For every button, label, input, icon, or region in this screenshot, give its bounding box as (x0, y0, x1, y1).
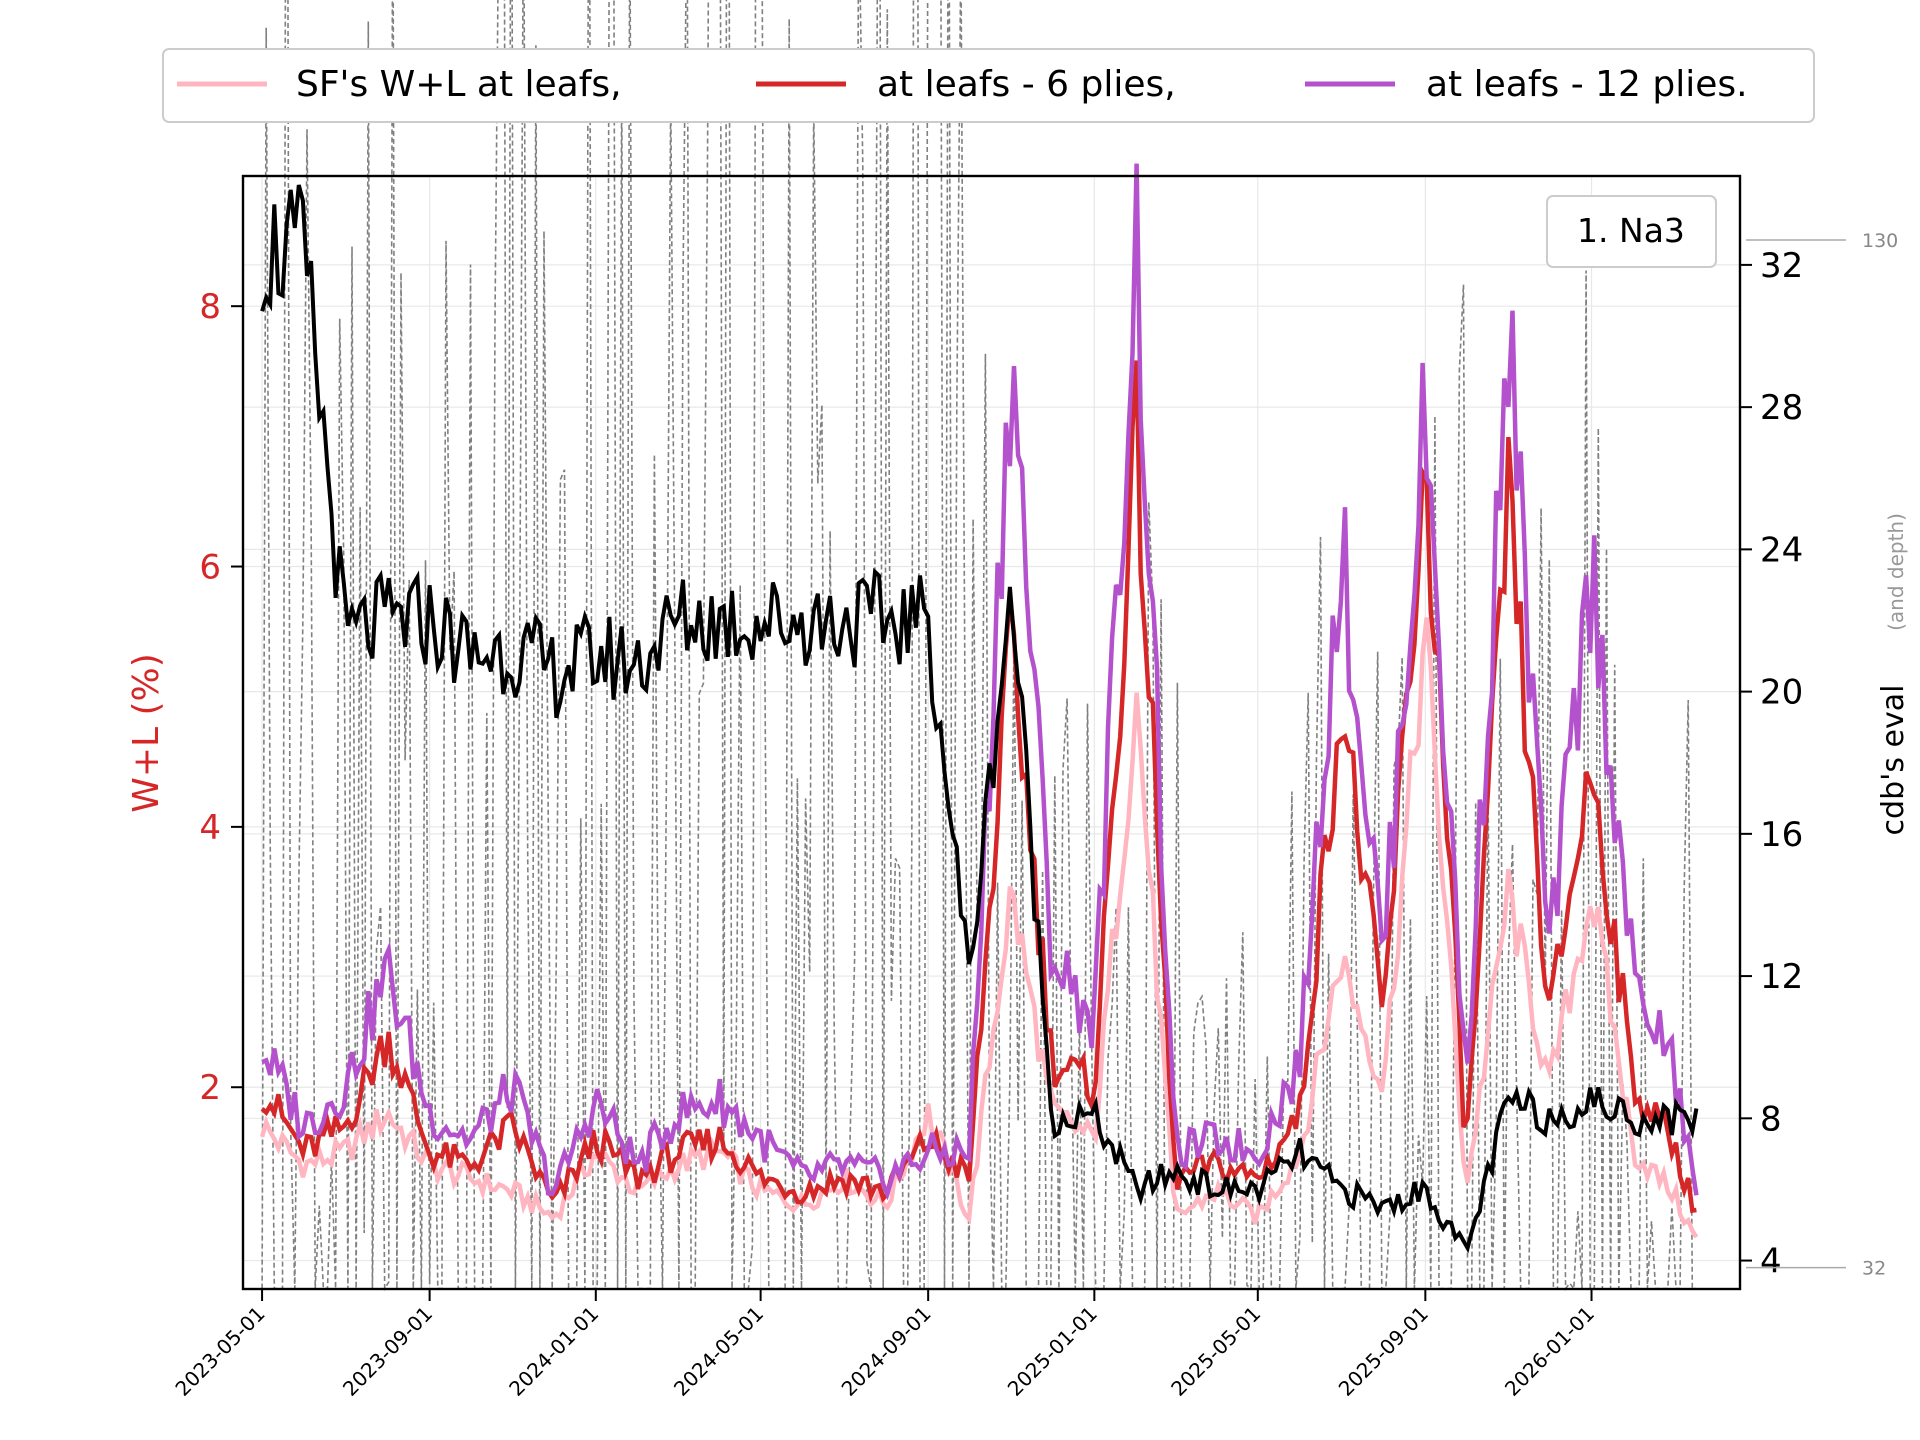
depth-line (261, 0, 1697, 1292)
left-axis-ticks: 2 4 6 8 (199, 287, 243, 1108)
right-axis-ticks: 4 8 12 16 20 24 28 32 (1740, 246, 1803, 1282)
legend-label-12plies: at leafs - 12 plies. (1426, 64, 1748, 105)
series-line-12plies (261, 163, 1699, 1201)
x-tick-label: 2024-09-01 (837, 1302, 936, 1401)
x-tick-label: 2025-09-01 (1334, 1302, 1433, 1401)
right-tick-label: 16 (1760, 815, 1803, 855)
series-layer (259, 0, 1699, 1292)
left-tick-label: 2 (199, 1068, 221, 1108)
legend-label-sf: SF's W+L at leafs, (296, 64, 622, 105)
x-tick-label: 2025-01-01 (1003, 1302, 1102, 1401)
left-axis-label: W+L (%) (126, 653, 167, 813)
x-tick-label: 2026-01-01 (1500, 1302, 1599, 1401)
right-axis-sublabel: (and depth) (1884, 513, 1908, 631)
annotation-box: 1. Na3 (1546, 195, 1717, 268)
series-line-sf-wl (259, 617, 1699, 1239)
left-tick-label: 4 (199, 808, 221, 848)
x-tick-label: 2025-05-01 (1166, 1302, 1265, 1401)
right-tick-label: 4 (1760, 1242, 1782, 1282)
right-axis-label: cdb's eval (1876, 685, 1911, 836)
depth-tick-label: 130 (1862, 230, 1898, 252)
plot-frame (241, 174, 1742, 1291)
x-tick-label: 2024-05-01 (669, 1302, 768, 1401)
right-tick-label: 20 (1760, 673, 1803, 713)
legend-box (162, 48, 1815, 123)
x-tick-label: 2024-01-01 (504, 1302, 603, 1401)
legend: SF's W+L at leafs, at leafs - 6 plies, a… (162, 48, 1815, 123)
annotation-text: 1. Na3 (1577, 211, 1685, 250)
depth-tick-label: 32 (1862, 1258, 1886, 1280)
cdb-eval-line (260, 184, 1699, 1254)
legend-label-6plies: at leafs - 6 plies, (877, 64, 1176, 105)
right-tick-label: 32 (1760, 246, 1803, 286)
right-tick-label: 12 (1760, 957, 1803, 997)
depth-axis-ticks: 130 32 (1746, 230, 1898, 1280)
x-axis-ticks: 2023-05-01 2023-09-01 2024-01-01 2024-05-01… (170, 1289, 1599, 1401)
left-tick-label: 6 (199, 548, 221, 588)
x-tick-label: 2023-09-01 (338, 1302, 437, 1401)
left-tick-label: 8 (199, 287, 221, 327)
right-tick-label: 28 (1760, 388, 1803, 428)
right-tick-label: 8 (1760, 1099, 1782, 1139)
right-tick-label: 24 (1760, 530, 1803, 570)
x-tick-label: 2023-05-01 (170, 1302, 269, 1401)
